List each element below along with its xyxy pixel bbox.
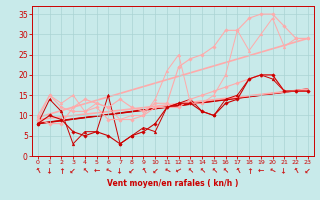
Text: ←: ←: [58, 166, 65, 175]
X-axis label: Vent moyen/en rafales ( kn/h ): Vent moyen/en rafales ( kn/h ): [107, 179, 238, 188]
Text: ←: ←: [44, 165, 55, 175]
Text: ←: ←: [256, 165, 266, 176]
Text: ←: ←: [185, 165, 196, 176]
Text: ←: ←: [220, 165, 231, 176]
Text: ←: ←: [93, 166, 100, 175]
Text: ←: ←: [139, 165, 148, 176]
Text: ←: ←: [269, 166, 276, 175]
Text: ←: ←: [163, 167, 172, 173]
Text: ←: ←: [104, 167, 113, 173]
Text: ←: ←: [115, 165, 125, 176]
Text: ←: ←: [173, 165, 184, 176]
Text: ←: ←: [291, 165, 301, 176]
Text: ←: ←: [80, 165, 90, 176]
Text: ←: ←: [32, 165, 43, 176]
Text: ←: ←: [127, 165, 137, 176]
Text: ←: ←: [232, 165, 243, 176]
Text: ←: ←: [197, 165, 207, 176]
Text: ←: ←: [208, 165, 219, 175]
Text: ←: ←: [152, 166, 158, 175]
Text: ←: ←: [279, 165, 290, 176]
Text: ←: ←: [244, 165, 254, 175]
Text: ←: ←: [302, 165, 313, 176]
Text: ←: ←: [68, 165, 78, 176]
